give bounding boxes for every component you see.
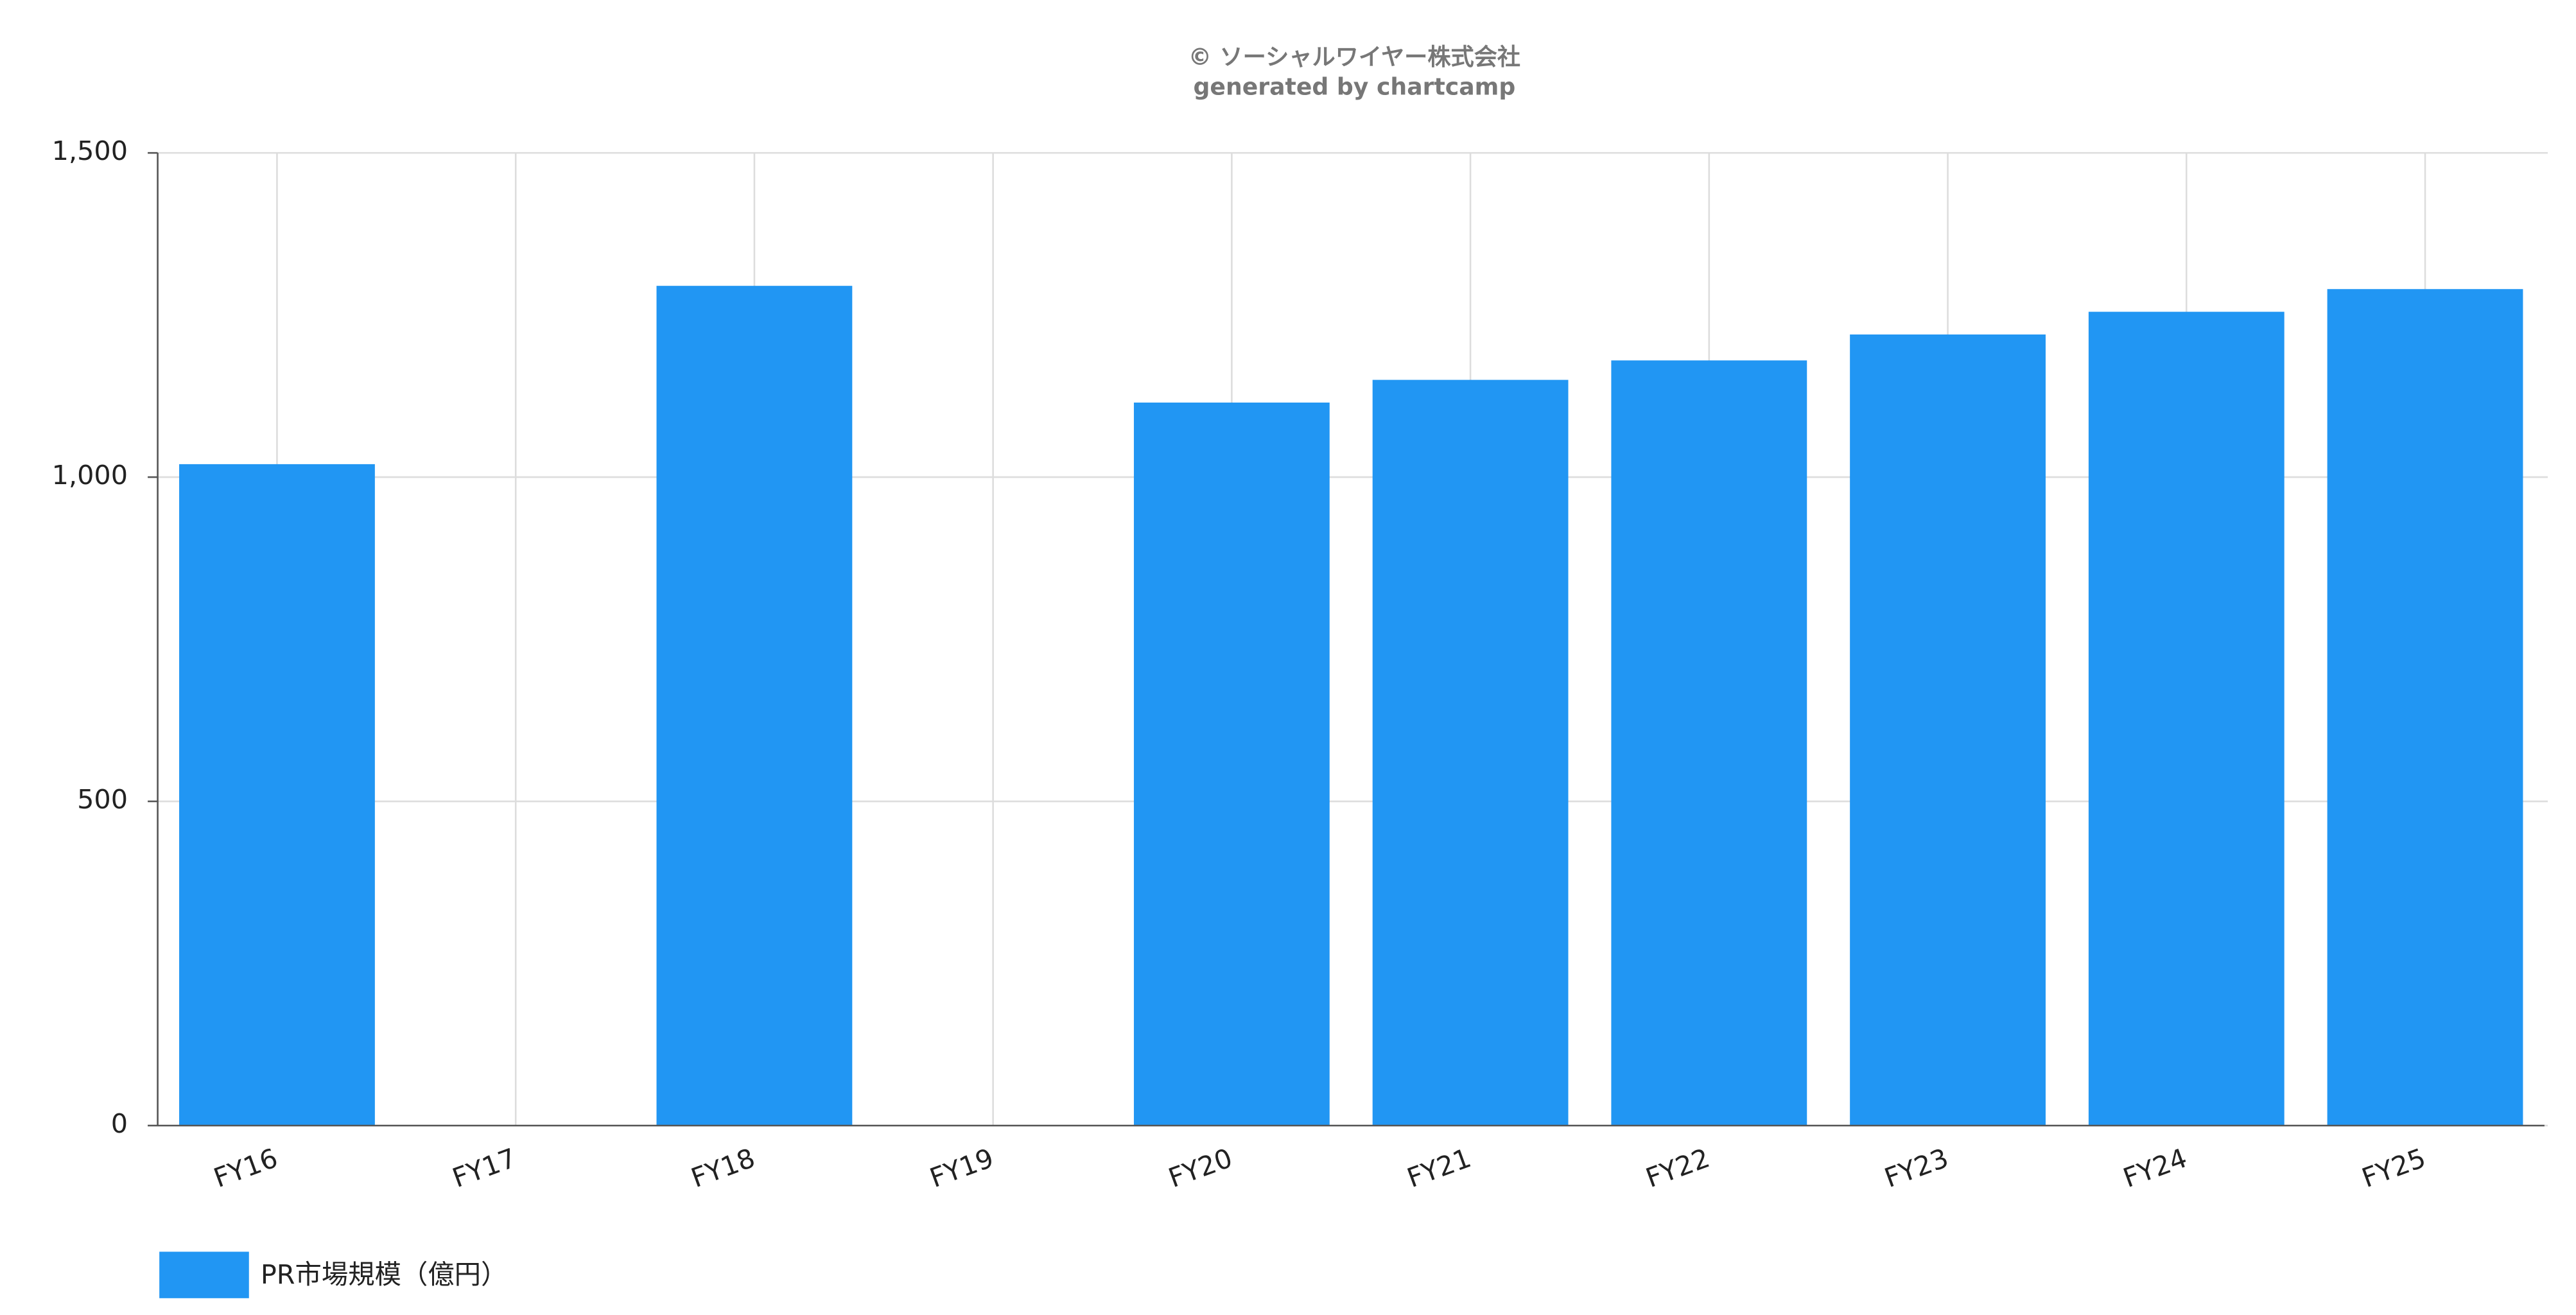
bar xyxy=(179,464,375,1126)
bar xyxy=(2088,311,2284,1126)
y-tick-label: 1,500 xyxy=(52,135,128,166)
y-tick-label: 1,000 xyxy=(52,460,128,491)
legend-label: PR市場規模（億円） xyxy=(261,1259,508,1290)
x-tick-label: FY23 xyxy=(1881,1142,1953,1194)
x-tick-label: FY24 xyxy=(2119,1142,2191,1194)
chart-subtitle: generated by chartcamp xyxy=(1194,73,1516,100)
y-tick-label: 0 xyxy=(111,1108,128,1139)
x-tick-label: FY21 xyxy=(1403,1142,1475,1194)
x-tick-label: FY20 xyxy=(1165,1142,1237,1194)
x-tick-label: FY25 xyxy=(2358,1142,2430,1194)
x-tick-label: FY22 xyxy=(1642,1142,1714,1194)
x-tick-label: FY17 xyxy=(448,1142,520,1194)
y-tick-label: 500 xyxy=(77,784,128,815)
bar xyxy=(2327,289,2523,1126)
bar xyxy=(1850,334,2046,1126)
x-tick-label: FY19 xyxy=(926,1142,998,1194)
legend-swatch xyxy=(159,1251,249,1298)
bar xyxy=(1611,360,1807,1126)
chart-title: © ソーシャルワイヤー株式会社 xyxy=(1188,43,1520,71)
x-tick-label: FY18 xyxy=(687,1142,759,1194)
x-tick-label: FY16 xyxy=(210,1142,282,1194)
bar xyxy=(1372,379,1569,1126)
bar xyxy=(1133,402,1330,1126)
bar xyxy=(656,286,853,1126)
